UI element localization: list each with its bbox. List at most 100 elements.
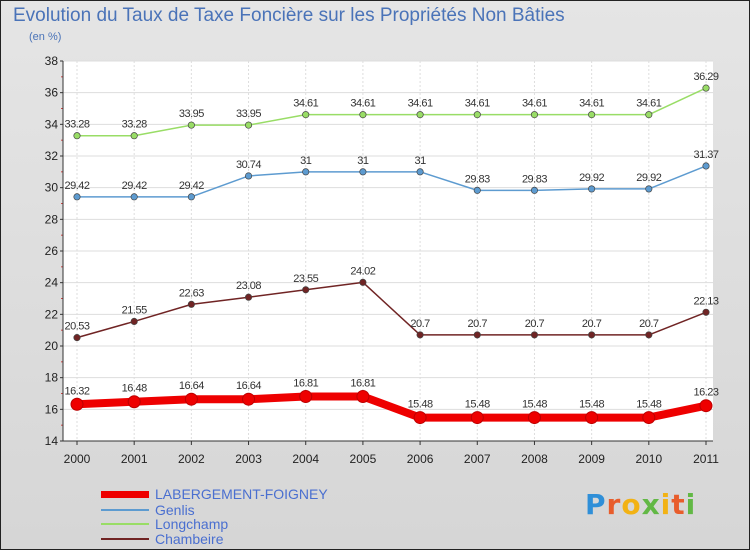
data-point	[359, 278, 367, 286]
data-point	[645, 331, 653, 339]
data-label: 30.74	[236, 159, 261, 171]
data-point	[645, 111, 653, 119]
legend-item-chambeire: Chambeire	[101, 531, 224, 547]
legend-label: Chambeire	[155, 531, 224, 547]
y-tick-label: 14	[45, 434, 59, 448]
data-point	[127, 395, 141, 409]
data-point	[73, 132, 81, 140]
legend-swatch	[101, 538, 149, 540]
y-tick-label: 20	[45, 339, 59, 353]
data-label: 20.7	[410, 318, 430, 330]
data-point	[413, 411, 427, 425]
x-tick-label: 2006	[407, 452, 434, 466]
data-point	[244, 172, 253, 180]
data-label: 24.02	[350, 265, 375, 277]
y-tick-label: 28	[45, 212, 59, 226]
legend-swatch	[101, 523, 149, 525]
y-tick-label: 16	[45, 402, 59, 416]
data-label: 23.08	[236, 280, 261, 292]
data-label: 29.83	[465, 173, 490, 185]
data-point	[302, 168, 310, 176]
data-point	[130, 193, 138, 201]
data-point	[530, 331, 539, 339]
data-label: 15.48	[579, 399, 604, 411]
unit-label: (en %)	[29, 31, 62, 43]
data-point	[244, 121, 253, 129]
series-line-longchamp	[77, 87, 707, 137]
data-label: 16.64	[179, 380, 204, 392]
data-point	[530, 186, 539, 194]
data-point	[73, 193, 81, 201]
data-label: 31	[300, 155, 312, 167]
data-point	[302, 111, 310, 119]
data-label: 22.13	[693, 295, 718, 307]
data-label: 16.48	[122, 383, 147, 395]
x-tick-label: 2010	[635, 452, 662, 466]
data-label: 34.61	[579, 98, 604, 110]
data-point	[244, 293, 253, 301]
y-tick-label: 18	[45, 371, 59, 385]
x-tick-label: 2011	[693, 452, 719, 466]
data-label: 34.61	[522, 98, 547, 110]
data-label: 33.95	[179, 108, 204, 120]
data-label: 16.81	[350, 378, 375, 390]
legend-swatch	[101, 490, 149, 498]
data-point	[470, 411, 484, 425]
data-point	[588, 185, 596, 193]
data-label: 23.55	[293, 273, 318, 285]
x-tick-label: 2002	[178, 452, 205, 466]
data-label: 16.32	[64, 385, 89, 397]
data-label: 16.23	[693, 387, 718, 399]
proxiti-logo: Proxiti	[585, 488, 697, 521]
y-tick-label: 34	[45, 117, 59, 131]
data-point	[187, 121, 195, 129]
legend-item-genlis: Genlis	[101, 502, 195, 518]
data-point	[187, 300, 195, 308]
data-label: 29.42	[179, 180, 204, 192]
data-point	[184, 392, 198, 406]
data-point	[416, 168, 424, 176]
data-label: 31.37	[693, 149, 718, 161]
data-point	[356, 390, 370, 404]
data-label: 15.48	[522, 399, 547, 411]
data-label: 34.61	[465, 98, 490, 110]
data-point	[302, 286, 310, 294]
data-point	[585, 411, 599, 425]
data-label: 16.81	[293, 378, 318, 390]
x-tick-label: 2003	[235, 452, 262, 466]
data-point	[187, 193, 195, 201]
y-tick-label: 24	[45, 276, 59, 290]
data-label: 22.63	[179, 287, 204, 299]
legend-label: Genlis	[155, 502, 195, 518]
x-tick-label: 2005	[350, 452, 377, 466]
legend-label: LABERGEMENT-FOIGNEY	[155, 486, 328, 502]
data-label: 20.53	[64, 321, 89, 333]
data-point	[473, 186, 481, 194]
x-tick-label: 2007	[464, 452, 491, 466]
data-label: 33.95	[236, 108, 261, 120]
data-label: 29.42	[64, 180, 89, 192]
data-label: 33.28	[122, 119, 147, 131]
y-tick-label: 22	[45, 307, 59, 321]
data-label: 31	[357, 155, 369, 167]
data-label: 34.61	[636, 98, 661, 110]
data-point	[702, 308, 710, 316]
data-label: 36.29	[693, 71, 718, 83]
data-point	[416, 111, 424, 119]
data-label: 29.42	[122, 180, 147, 192]
data-label: 29.83	[522, 173, 547, 185]
data-point	[527, 411, 541, 425]
data-point	[645, 185, 653, 193]
legend-swatch	[101, 509, 149, 511]
data-label: 29.92	[579, 172, 604, 184]
y-tick-label: 30	[45, 181, 59, 195]
data-label: 20.7	[639, 318, 659, 330]
data-label: 15.48	[636, 399, 661, 411]
data-label: 31	[414, 155, 426, 167]
data-point	[473, 331, 481, 339]
data-point	[242, 392, 256, 406]
data-point	[642, 411, 656, 425]
data-label: 33.28	[64, 119, 89, 131]
